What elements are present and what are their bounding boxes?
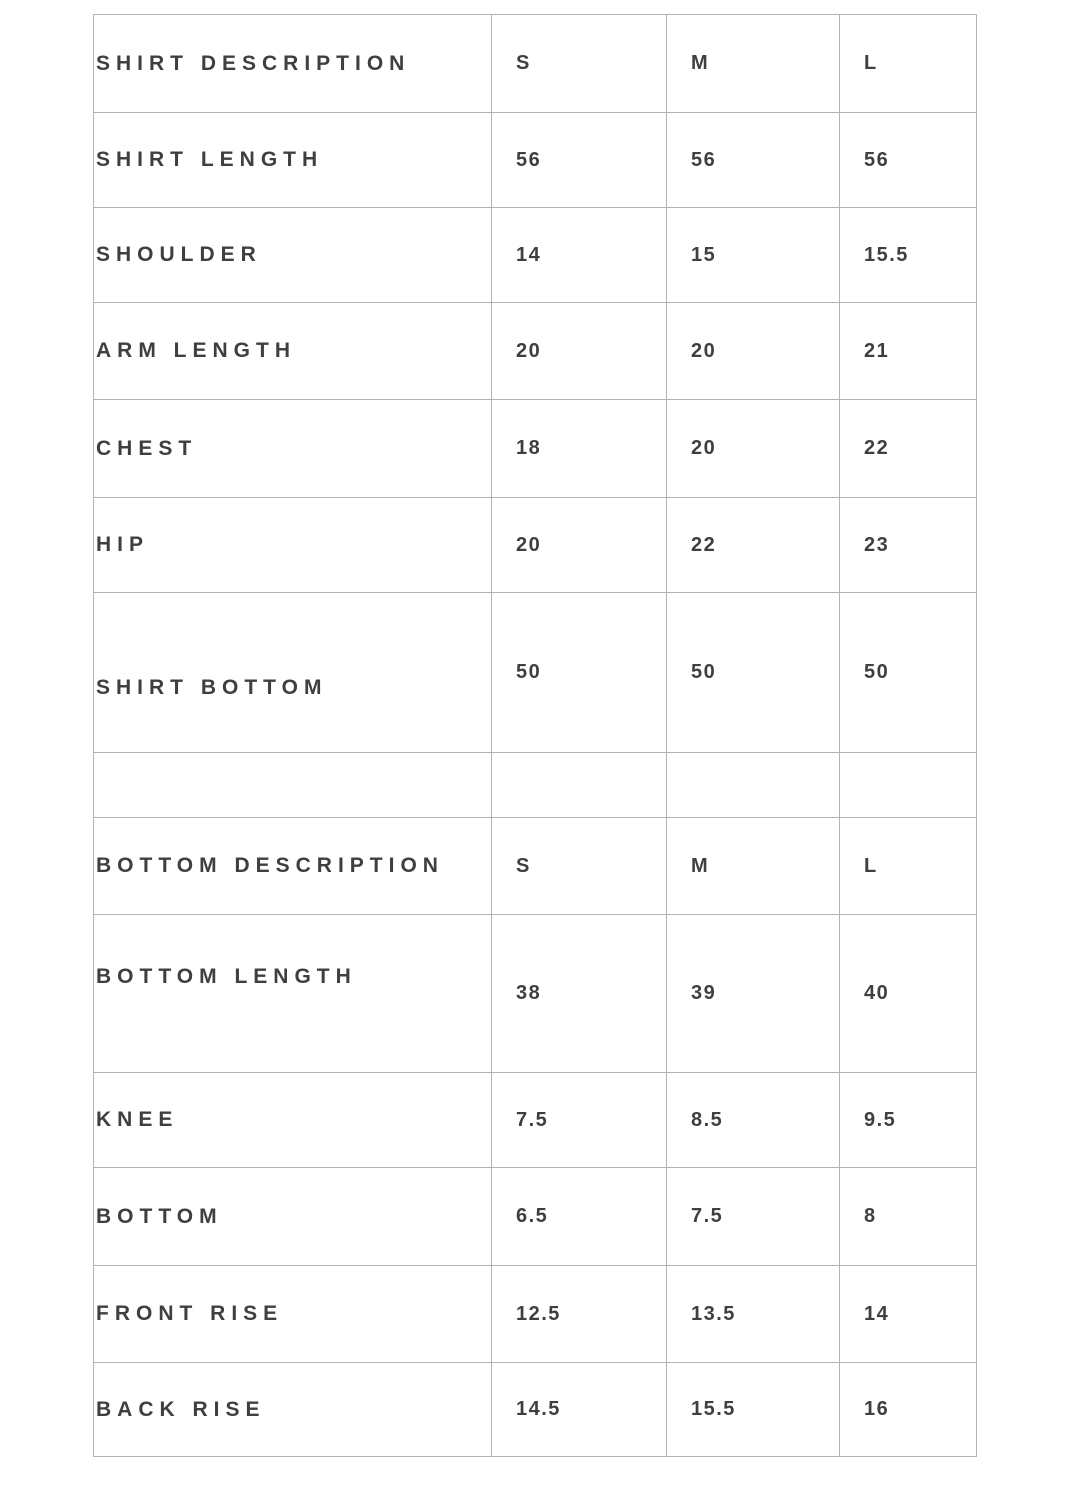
- value-s: 38: [491, 914, 667, 1073]
- value-m: 20: [666, 399, 840, 498]
- value-l: 56: [839, 112, 977, 208]
- row-label: SHOULDER: [93, 207, 492, 303]
- table-row-shirt-length: SHIRT LENGTH 56 56 56: [93, 112, 977, 208]
- table-row-front-rise: FRONT RISE 12.5 13.5 14: [93, 1265, 977, 1363]
- value-l: 40: [839, 914, 977, 1073]
- value-l: 9.5: [839, 1072, 977, 1168]
- value-s: 50: [491, 592, 667, 753]
- row-label: SHIRT BOTTOM: [93, 592, 492, 753]
- row-label: KNEE: [93, 1072, 492, 1168]
- value-s: 12.5: [491, 1265, 667, 1363]
- column-header-s: S: [491, 817, 667, 915]
- value-s: 7.5: [491, 1072, 667, 1168]
- value-l: 50: [839, 592, 977, 753]
- value-l: 8: [839, 1167, 977, 1266]
- column-header-m: M: [666, 817, 840, 915]
- value-l: 21: [839, 302, 977, 400]
- row-label-empty: [93, 752, 492, 818]
- value-l: 14: [839, 1265, 977, 1363]
- table-row-shoulder: SHOULDER 14 15 15.5: [93, 207, 977, 303]
- value-s: 6.5: [491, 1167, 667, 1266]
- value-l: 22: [839, 399, 977, 498]
- value-m: 15.5: [666, 1362, 840, 1457]
- value-s-empty: [491, 752, 667, 818]
- row-label: BOTTOM: [93, 1167, 492, 1266]
- value-m: 50: [666, 592, 840, 753]
- column-header-s: S: [491, 14, 667, 113]
- table-row-bottom-header: BOTTOM DESCRIPTION S M L: [93, 817, 977, 915]
- value-l: 23: [839, 497, 977, 593]
- row-label: BACK RISE: [93, 1362, 492, 1457]
- row-label: SHIRT LENGTH: [93, 112, 492, 208]
- row-label: FRONT RISE: [93, 1265, 492, 1363]
- table-row-bottom: BOTTOM 6.5 7.5 8: [93, 1167, 977, 1266]
- table-row-shirt-header: SHIRT DESCRIPTION S M L: [93, 14, 977, 113]
- row-label: ARM LENGTH: [93, 302, 492, 400]
- column-header-l: L: [839, 817, 977, 915]
- row-label: HIP: [93, 497, 492, 593]
- table-row-hip: HIP 20 22 23: [93, 497, 977, 593]
- value-m: 56: [666, 112, 840, 208]
- value-m: 15: [666, 207, 840, 303]
- row-label-bottom-description: BOTTOM DESCRIPTION: [93, 817, 492, 915]
- value-m: 20: [666, 302, 840, 400]
- value-s: 56: [491, 112, 667, 208]
- table-row-shirt-bottom: SHIRT BOTTOM 50 50 50: [93, 592, 977, 753]
- table-row-chest: CHEST 18 20 22: [93, 399, 977, 498]
- table-row-bottom-length: BOTTOM LENGTH 38 39 40: [93, 914, 977, 1073]
- table-row-knee: KNEE 7.5 8.5 9.5: [93, 1072, 977, 1168]
- value-m: 13.5: [666, 1265, 840, 1363]
- value-m-empty: [666, 752, 840, 818]
- value-s: 18: [491, 399, 667, 498]
- value-m: 7.5: [666, 1167, 840, 1266]
- value-l-empty: [839, 752, 977, 818]
- row-label: CHEST: [93, 399, 492, 498]
- value-l: 16: [839, 1362, 977, 1457]
- column-header-l: L: [839, 14, 977, 113]
- size-chart-table: SHIRT DESCRIPTION S M L SHIRT LENGTH 56 …: [93, 14, 977, 1457]
- value-l: 15.5: [839, 207, 977, 303]
- value-s: 20: [491, 302, 667, 400]
- value-s: 14.5: [491, 1362, 667, 1457]
- value-m: 22: [666, 497, 840, 593]
- value-m: 8.5: [666, 1072, 840, 1168]
- row-label: BOTTOM LENGTH: [93, 914, 492, 1073]
- column-header-m: M: [666, 14, 840, 113]
- value-s: 20: [491, 497, 667, 593]
- row-label-shirt-description: SHIRT DESCRIPTION: [93, 14, 492, 113]
- table-row-arm-length: ARM LENGTH 20 20 21: [93, 302, 977, 400]
- value-m: 39: [666, 914, 840, 1073]
- table-row-back-rise: BACK RISE 14.5 15.5 16: [93, 1362, 977, 1457]
- value-s: 14: [491, 207, 667, 303]
- table-row-spacer: [93, 752, 977, 818]
